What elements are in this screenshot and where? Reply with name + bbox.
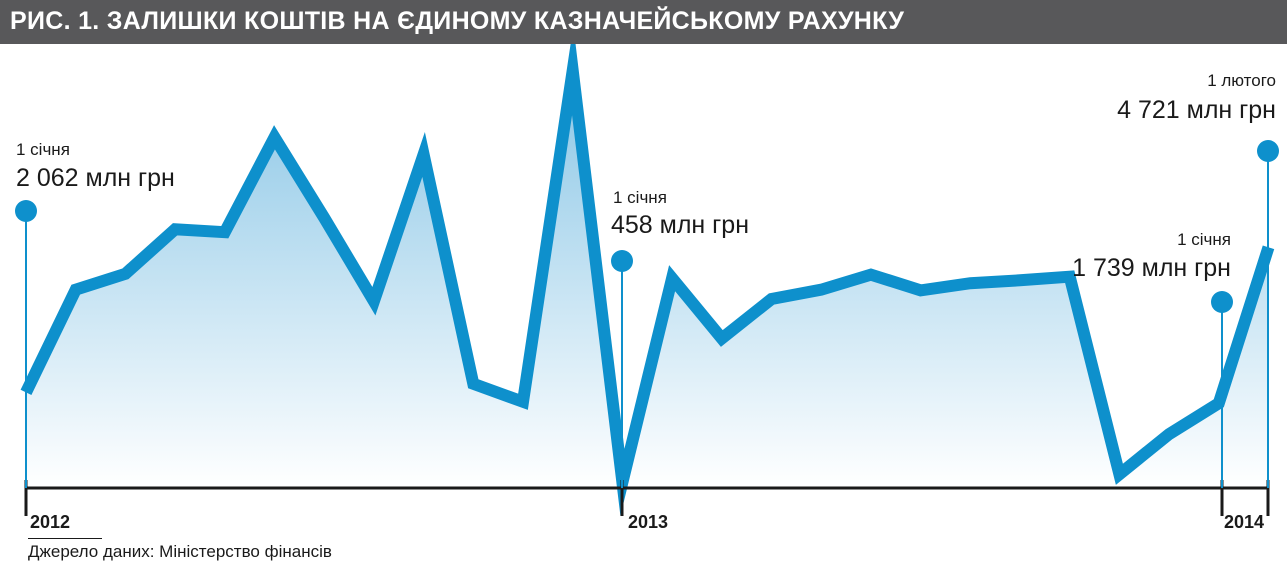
series-line [20,44,1275,516]
title-bar: РИС. 1. ЗАЛИШКИ КОШТІВ НА ЄДИНОМУ КАЗНАЧ… [0,0,1287,44]
annotation-date-2014-feb: 1 лютого [1207,71,1276,90]
annotation-date-2014-jan: 1 січня [1177,230,1231,249]
annotation-dot-2013 [611,250,633,272]
chart-title: РИС. 1. ЗАЛИШКИ КОШТІВ НА ЄДИНОМУ КАЗНАЧ… [10,7,905,35]
year-label-2012: 2012 [30,512,70,532]
series-area-fill [26,70,1269,488]
annotation-dot-2014-jan [1211,291,1233,313]
annotation-date-2012: 1 січня [16,140,70,159]
annotation-dot-2012 [15,200,37,222]
annotation-dot-2014-feb [1257,140,1279,162]
year-label-2013: 2013 [628,512,668,532]
annotation-value-2012: 2 062 млн грн [16,164,175,192]
annotation-value-2014-feb: 4 721 млн грн [1117,96,1276,124]
year-label-2014: 2014 [1224,512,1264,532]
annotation-date-2013: 1 січня [613,188,667,207]
annotation-value-2014-jan: 1 739 млн грн [1072,254,1231,282]
annotation-value-2013: 458 млн грн [611,211,749,239]
chart-area: 2012 2013 2014 1 січня 2 062 млн грн 1 с… [15,44,1279,532]
source-note: Джерело даних: Міністерство фінансів [28,542,332,561]
source-divider [28,538,102,539]
